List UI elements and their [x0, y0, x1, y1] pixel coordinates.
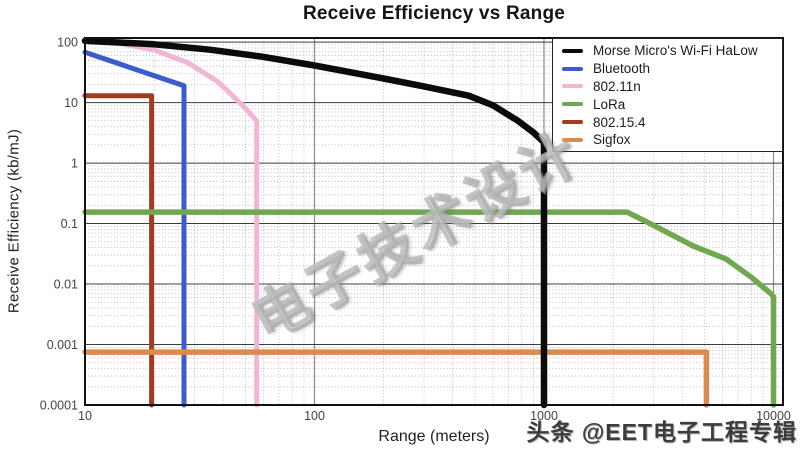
x-tick-label: 1000: [530, 409, 558, 423]
x-tick-label: 10: [78, 409, 92, 423]
series-line-lora: [82, 209, 777, 408]
legend-swatch-icon: [562, 102, 583, 107]
legend-item-802-15-4: 802.15.4: [562, 113, 782, 131]
credit-text: 头条 @EET电子工程专辑: [526, 419, 797, 445]
y-tick-label: 100: [57, 36, 78, 50]
chart-title: Receive Efficiency vs Range: [302, 3, 566, 24]
legend-label: 802.15.4: [593, 114, 646, 130]
legend-item-sigfox: Sigfox: [562, 131, 782, 149]
legend-item-bluetooth: Bluetooth: [562, 60, 782, 78]
y-tick-label: 10: [64, 96, 78, 110]
x-axis-title: Range (meters): [378, 428, 490, 445]
legend-label: 802.11n: [593, 78, 641, 94]
legend-swatch-icon: [562, 66, 583, 71]
legend-item-morse-micro-s-wi-fi-halow: Morse Micro's Wi-Fi HaLow: [562, 42, 782, 60]
y-tick-label: 0.1: [61, 217, 78, 231]
legend-swatch-icon: [562, 84, 583, 89]
series-line-802-15-4: [82, 93, 155, 408]
legend-swatch-icon: [562, 137, 583, 142]
legend-label: LoRa: [593, 96, 626, 112]
y-tick-label: 0.0001: [40, 399, 78, 413]
legend: Morse Micro's Wi-Fi HaLow Bluetooth 802.11…: [552, 38, 783, 152]
legend-swatch-icon: [562, 48, 583, 53]
x-tick-label: 100: [304, 409, 325, 423]
x-tick-label: 10000: [756, 409, 791, 423]
legend-swatch-icon: [562, 120, 583, 125]
legend-label: Morse Micro's Wi-Fi HaLow: [593, 43, 758, 59]
plot-border: [84, 37, 784, 406]
series-line-bluetooth: [82, 49, 187, 408]
series-line-sigfox: [82, 349, 710, 408]
series-line-morse-micro-s-wi-fi-halow: [81, 37, 548, 409]
legend-label: Bluetooth: [593, 61, 651, 77]
y-tick-label: 1: [71, 157, 78, 171]
legend-item-802-11n: 802.11n: [562, 78, 782, 96]
y-tick-label: 0.01: [54, 278, 78, 292]
legend-item-lora: LoRa: [562, 95, 782, 113]
legend-label: Sigfox: [593, 132, 631, 148]
y-tick-label: 0.001: [47, 338, 78, 352]
